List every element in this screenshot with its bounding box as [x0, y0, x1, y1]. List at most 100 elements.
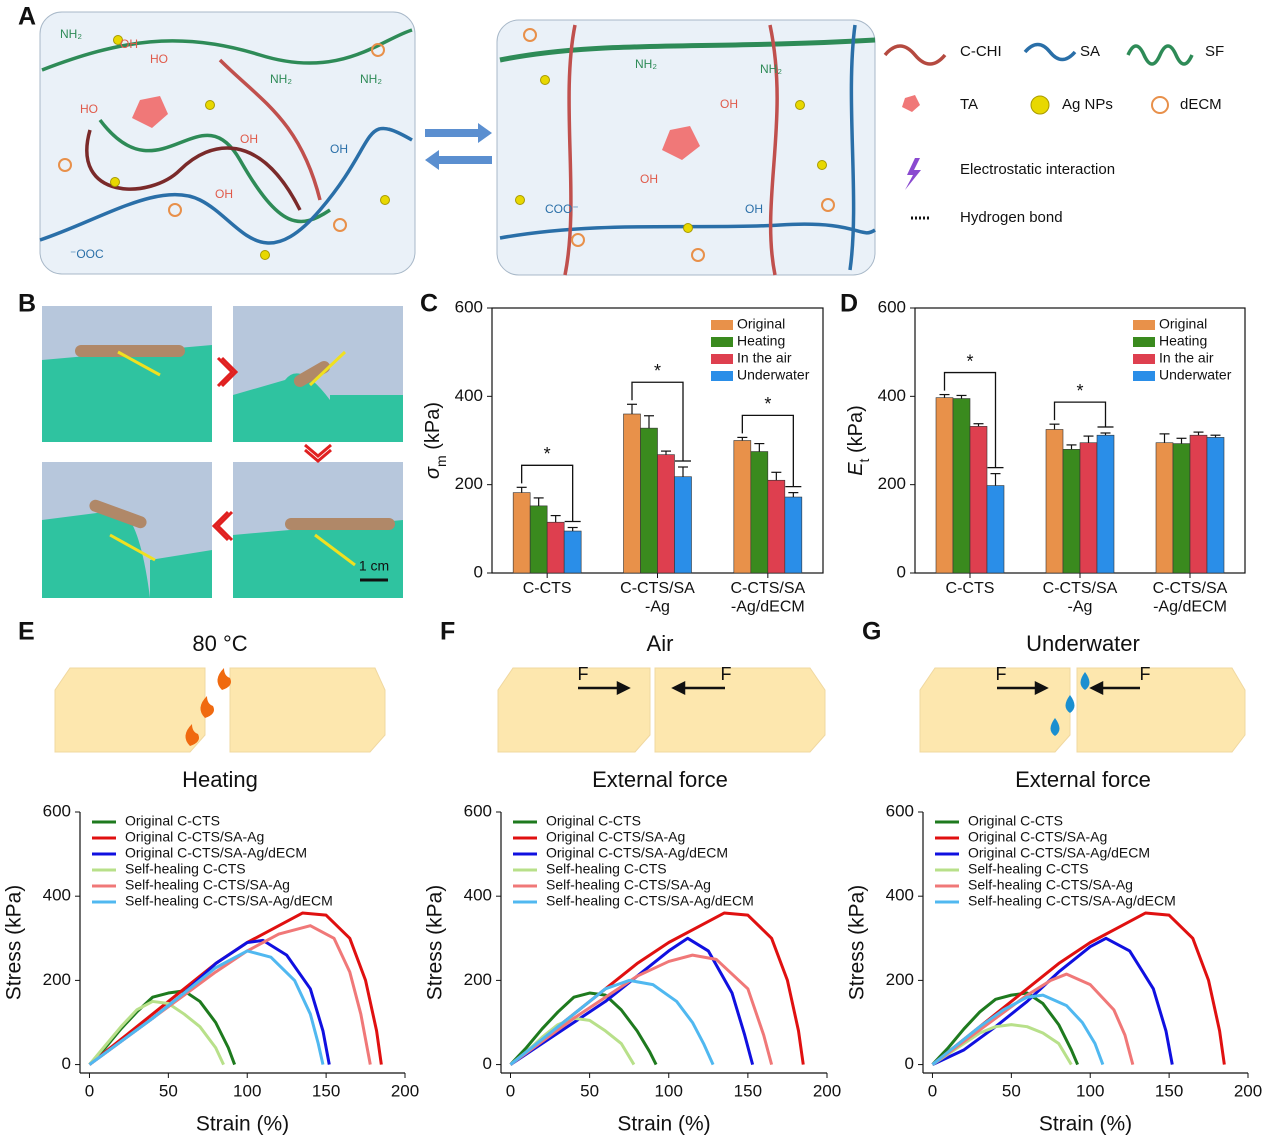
x-tick-label: 100 [1076, 1081, 1104, 1100]
x-tick-label: 50 [1002, 1081, 1021, 1100]
legend-label: Self-healing C-CTS/SA-Ag [125, 877, 290, 893]
bar [1045, 429, 1064, 574]
y-tick-label: 600 [455, 297, 483, 316]
curve [931, 991, 1079, 1066]
chem-label: NH₂ [635, 57, 657, 71]
bar [674, 476, 692, 574]
legend-label: Self-healing C-CTS/SA-Ag [968, 877, 1133, 893]
bar [657, 454, 675, 574]
bar [1062, 449, 1081, 574]
chem-label: HO [150, 52, 168, 66]
y-axis-label-part: (kPa) [422, 402, 444, 455]
significance-bracket [1053, 401, 1107, 427]
bar [512, 492, 531, 574]
y-axis-label: Stress (kPa) [846, 885, 869, 1001]
panel-header: 80 °C [192, 631, 247, 656]
diagram-legend-label: Electrostatic interaction [960, 161, 1115, 178]
legend-label: In the air [737, 350, 792, 366]
bar [1096, 434, 1115, 574]
diagram-legend-label: C-CHI [960, 43, 1002, 60]
legend-label: Self-healing C-CTS/SA-Ag/dECM [546, 893, 754, 909]
diagram-legend-label: Ag NPs [1062, 96, 1113, 113]
y-tick-label: 400 [878, 386, 906, 405]
significance-mark: * [544, 444, 551, 464]
bar [1079, 442, 1098, 574]
y-axis-label-part: σ [422, 466, 444, 479]
bar [546, 521, 565, 574]
legend-label: Self-healing C-CTS/SA-Ag/dECM [125, 893, 333, 909]
legend-swatch [1133, 337, 1155, 347]
decm [58, 28, 835, 262]
legend-label: Original C-CTS/SA-Ag [125, 829, 264, 845]
significance-bracket [631, 381, 684, 461]
bar [784, 496, 803, 574]
chem-label: OH [215, 187, 233, 201]
y-tick-label: 400 [455, 386, 483, 405]
photos [42, 306, 403, 598]
legend-swatch [1133, 320, 1155, 330]
chem-label: ⁻OOC [70, 247, 104, 261]
y-tick-label: 400 [43, 886, 71, 905]
x-tick-label: 200 [391, 1081, 419, 1100]
diagram-legend-label: dECM [1180, 96, 1222, 113]
diagram-legend-label: SA [1080, 43, 1100, 60]
curve [509, 953, 774, 1066]
chem-label: OH [330, 142, 348, 156]
y-axis-label-part: (kPa) [845, 405, 867, 458]
bar [563, 530, 582, 574]
legend-label: Original C-CTS/SA-Ag/dECM [546, 845, 728, 861]
diagram-legend-label: SF [1205, 43, 1224, 60]
significance-bracket [741, 414, 794, 487]
y-tick-label: 0 [474, 562, 483, 581]
bar [750, 451, 769, 574]
legend-label: Underwater [1159, 367, 1232, 383]
force-label: F [721, 664, 732, 684]
panel-label: D [840, 290, 858, 318]
legend-swatch [711, 371, 733, 381]
water-drops [1050, 672, 1090, 736]
force-label: F [996, 664, 1007, 684]
y-tick-label: 0 [897, 562, 906, 581]
significance-mark: * [764, 394, 771, 414]
x-tick-label: C-CTS [523, 580, 572, 597]
x-tick-label: 200 [1234, 1081, 1262, 1100]
curve [88, 911, 383, 1066]
legend-label: Original C-CTS [125, 813, 220, 829]
chem-label: NH₂ [60, 27, 82, 41]
bar [640, 427, 658, 574]
legend-swatch [711, 320, 733, 330]
chem-label: HO [80, 102, 98, 116]
legend-label: Original C-CTS/SA-Ag [546, 829, 685, 845]
y-tick-label: 200 [455, 474, 483, 493]
ta-core [662, 126, 700, 160]
scale-bar-label: 1 cm [359, 558, 389, 574]
y-tick-label: 0 [905, 1054, 914, 1073]
panel-label: G [862, 618, 881, 646]
exchange-arrows [425, 123, 492, 170]
curve [509, 936, 755, 1066]
panel-header: Air [647, 631, 674, 656]
bar [1155, 442, 1174, 574]
force-label: F [1140, 664, 1151, 684]
significance-mark: * [966, 351, 973, 371]
y-axis-label-part: E [845, 462, 867, 476]
legend-label: In the air [1159, 350, 1214, 366]
y-tick-label: 600 [878, 297, 906, 316]
chem-label: NH₂ [760, 62, 782, 76]
network-chains [39, 24, 876, 276]
chem-label: OH [640, 172, 658, 186]
legend-label: Self-healing C-CTS [125, 861, 246, 877]
y-tick-label: 600 [43, 801, 71, 820]
chem-label: OH [720, 97, 738, 111]
bar [1172, 443, 1191, 574]
x-axis-label: Strain (%) [1039, 1113, 1132, 1136]
x-tick-label: 150 [734, 1081, 762, 1100]
bar [1206, 437, 1225, 574]
x-tick-label: 50 [159, 1081, 178, 1100]
x-tick-label: C-CTS/SA -Ag [1043, 580, 1118, 615]
ta-core [132, 96, 168, 128]
significance-mark: * [1076, 381, 1083, 401]
legend-label: Self-healing C-CTS/SA-Ag [546, 877, 711, 893]
chem-label: OH [240, 132, 258, 146]
